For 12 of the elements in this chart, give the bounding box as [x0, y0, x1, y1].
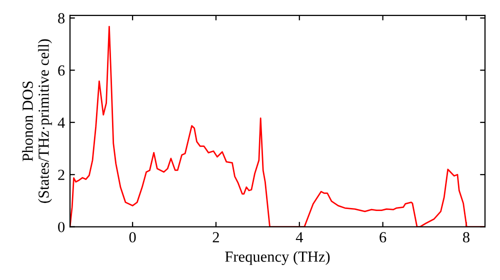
x-tick-label: 4 — [296, 232, 303, 242]
y-tick-label: 0 — [58, 222, 65, 232]
y-tick-label: 8 — [58, 13, 65, 24]
x-tick-label: 0 — [129, 232, 136, 242]
y-tick-label: 4 — [58, 118, 65, 128]
x-tick-label: 8 — [462, 232, 470, 242]
y-tick-label: 6 — [58, 65, 65, 76]
x-axis-title: Frequency (THz) — [225, 251, 330, 265]
y-axis-title: Phonon DOS (States/THz·primitive cell) — [22, 39, 52, 203]
y-tick-label: 2 — [58, 170, 64, 180]
x-tick-label: 2 — [212, 232, 219, 242]
x-tick-label: 6 — [380, 232, 386, 242]
